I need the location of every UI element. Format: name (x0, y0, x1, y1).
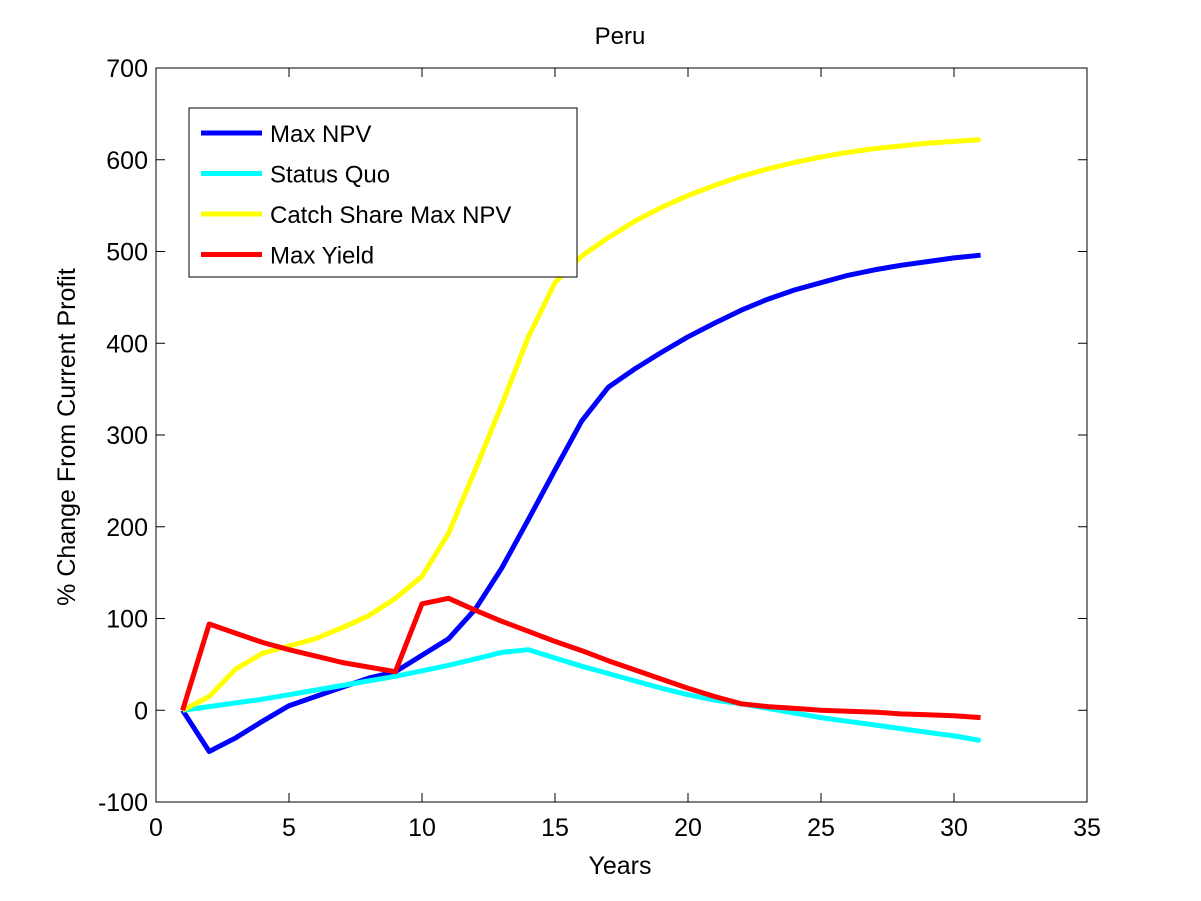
y-tick-label: -100 (98, 789, 148, 817)
y-tick-label: 700 (106, 55, 148, 83)
x-tick-label: 35 (1073, 814, 1101, 842)
x-axis-title: Years (588, 852, 651, 880)
series-line-0 (180, 252, 981, 754)
x-tick-label: 25 (807, 814, 835, 842)
series-line-2 (181, 137, 981, 713)
legend-label: Max Yield (270, 243, 374, 270)
y-tick-label: 400 (106, 330, 148, 358)
x-tick-label: 20 (674, 814, 702, 842)
series-line-3 (180, 595, 981, 721)
chart-title: Peru (595, 23, 646, 50)
x-tick-label: 30 (940, 814, 968, 842)
legend-label: Catch Share Max NPV (270, 202, 511, 229)
legend-label: Max NPV (270, 121, 371, 148)
y-tick-label: 300 (106, 422, 148, 450)
x-tick-label: 10 (408, 814, 436, 842)
x-tick-label: 15 (541, 814, 569, 842)
x-tick-label: 5 (282, 814, 296, 842)
y-tick-label: 100 (106, 606, 148, 634)
legend: Max NPV Status Quo Catch Share Max NPV Max … (188, 107, 578, 278)
legend-box (188, 107, 578, 278)
y-tick-label: 600 (106, 147, 148, 175)
x-tick-label: 0 (149, 814, 163, 842)
y-tick-label: 500 (106, 239, 148, 267)
legend-label: Status Quo (270, 162, 390, 189)
series-line-1 (182, 647, 982, 743)
y-axis-title: % Change From Current Profit (53, 268, 81, 606)
y-tick-label: 200 (106, 514, 148, 542)
y-tick-label: 0 (134, 697, 148, 725)
